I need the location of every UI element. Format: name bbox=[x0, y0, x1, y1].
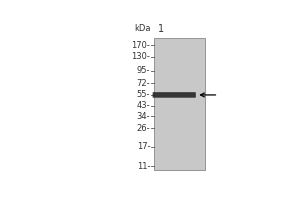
Text: 95-: 95- bbox=[137, 66, 150, 75]
Text: 43-: 43- bbox=[136, 101, 150, 110]
Text: 72-: 72- bbox=[136, 79, 150, 88]
Text: 130-: 130- bbox=[131, 52, 150, 61]
Text: 26-: 26- bbox=[136, 124, 150, 133]
Text: 11-: 11- bbox=[137, 162, 150, 171]
Text: 170-: 170- bbox=[131, 41, 150, 50]
Text: 1: 1 bbox=[158, 24, 164, 34]
FancyBboxPatch shape bbox=[153, 92, 196, 98]
Text: kDa: kDa bbox=[134, 24, 150, 33]
Text: 55-: 55- bbox=[137, 90, 150, 99]
Text: 34-: 34- bbox=[136, 112, 150, 121]
Text: 17-: 17- bbox=[136, 142, 150, 151]
